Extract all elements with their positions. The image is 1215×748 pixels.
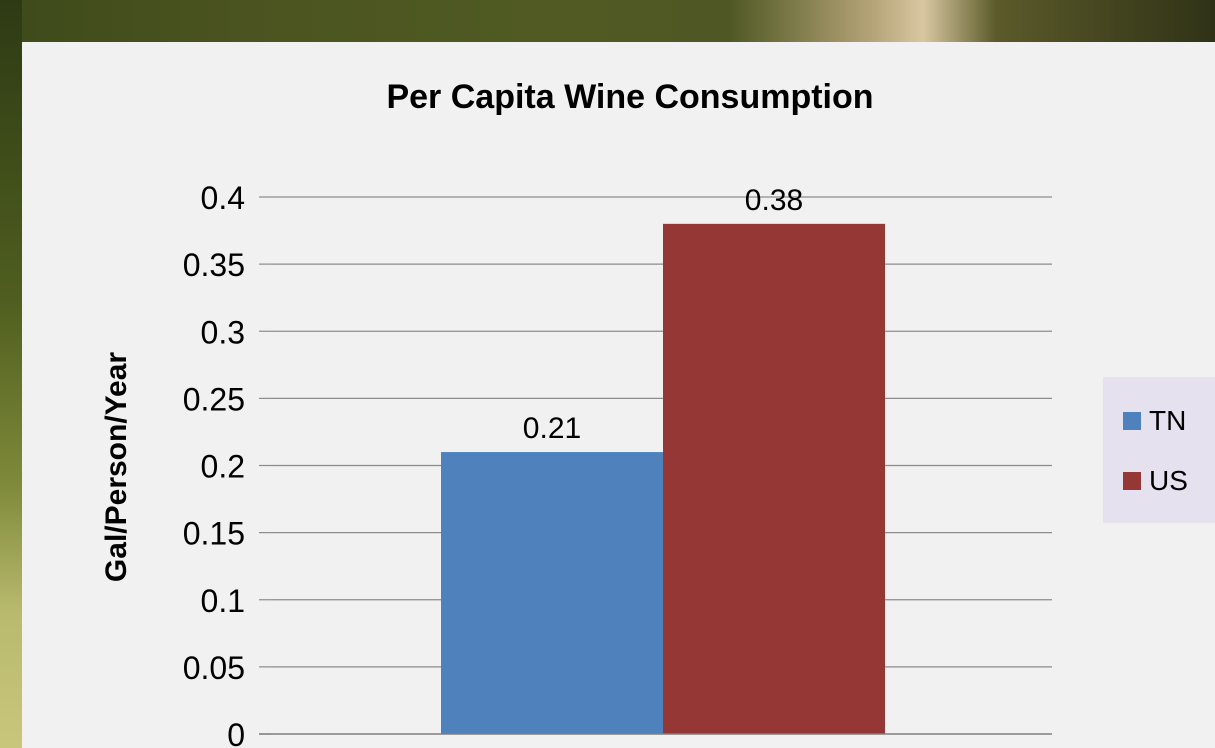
bars — [441, 223, 885, 734]
y-tick-label: 0.4 — [201, 180, 245, 216]
legend-swatch-us — [1123, 472, 1141, 490]
legend: TN US — [1103, 377, 1215, 523]
data-label-tn: 0.21 — [523, 412, 581, 445]
y-tick-label: 0.35 — [183, 247, 245, 283]
legend-item-tn: TN — [1123, 405, 1187, 436]
y-tick-labels: 0 0.05 0.1 0.15 0.2 0.25 0.3 0.35 0.4 — [183, 180, 245, 748]
legend-item-us: US — [1123, 465, 1188, 496]
y-tick-label: 0.1 — [201, 583, 245, 619]
y-tick-label: 0.3 — [201, 314, 245, 350]
y-tick-label: 0 — [227, 717, 245, 748]
background-left-strip — [0, 0, 22, 748]
chart-title: Per Capita Wine Consumption — [386, 78, 873, 116]
y-axis-label: Gal/Person/Year — [100, 352, 133, 582]
bar-us — [663, 223, 885, 734]
legend-label-us: US — [1149, 465, 1188, 496]
data-label-us: 0.38 — [745, 184, 803, 217]
data-labels: 0.21 0.38 — [523, 184, 803, 445]
y-tick-label: 0.05 — [183, 650, 245, 686]
legend-swatch-tn — [1123, 412, 1141, 430]
bar-tn — [441, 452, 663, 734]
y-tick-label: 0.25 — [183, 381, 245, 417]
y-tick-label: 0.15 — [183, 516, 245, 552]
legend-label-tn: TN — [1149, 405, 1187, 436]
y-tick-label: 0.2 — [201, 449, 245, 485]
